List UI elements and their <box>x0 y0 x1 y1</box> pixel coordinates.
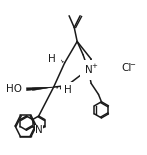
Text: N: N <box>85 65 93 75</box>
Text: Cl: Cl <box>121 63 132 73</box>
Polygon shape <box>32 87 54 91</box>
Text: −: − <box>129 62 135 68</box>
Text: HO: HO <box>6 84 22 93</box>
Text: H: H <box>64 85 71 95</box>
Text: H: H <box>48 54 56 64</box>
Text: +: + <box>91 63 97 69</box>
Polygon shape <box>26 87 54 91</box>
Text: N: N <box>35 125 42 135</box>
